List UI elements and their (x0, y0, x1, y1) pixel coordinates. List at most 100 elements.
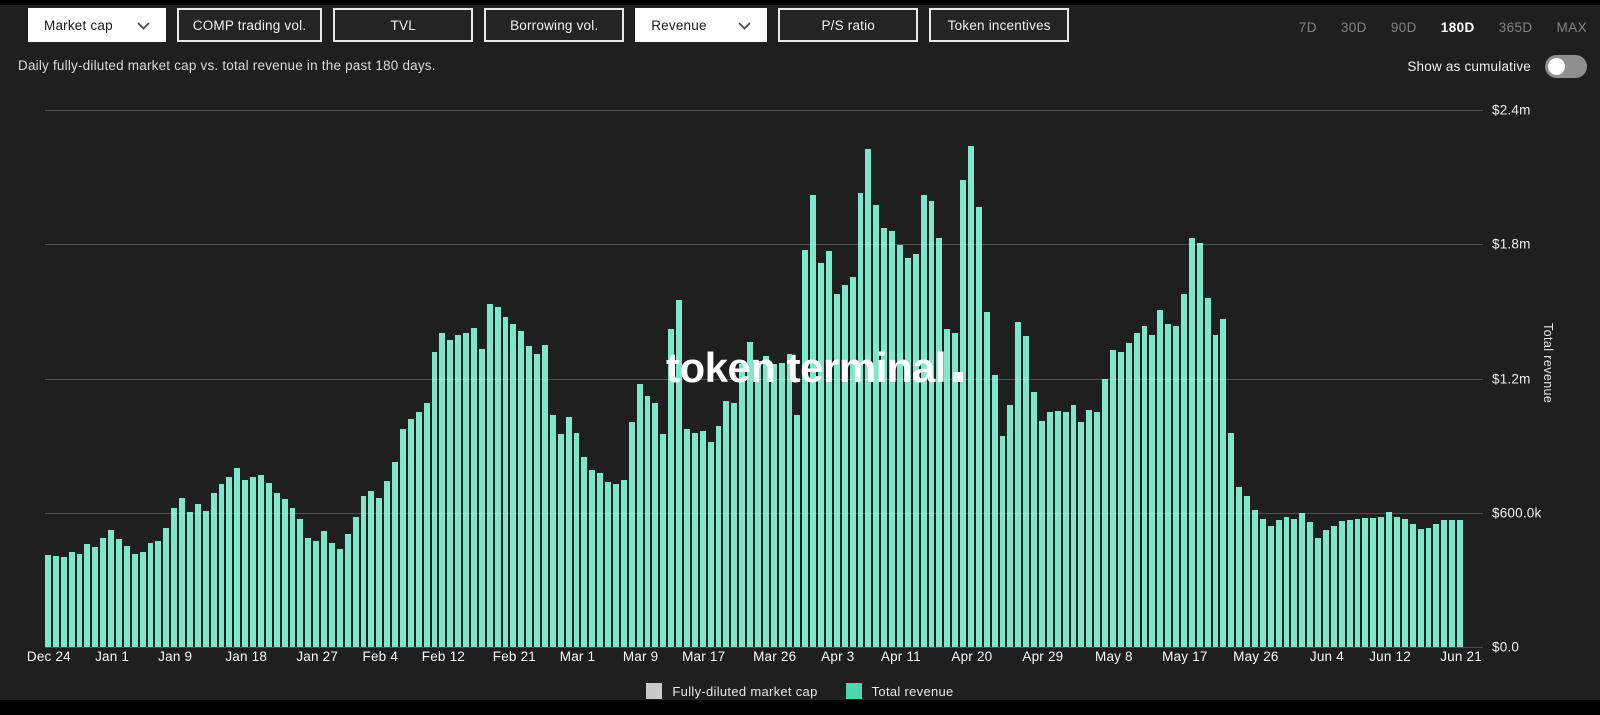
revenue-bar[interactable] (84, 543, 91, 647)
revenue-bar[interactable] (849, 276, 856, 647)
revenue-bar[interactable] (1228, 432, 1235, 647)
revenue-bar[interactable] (928, 200, 935, 647)
revenue-bar[interactable] (384, 481, 391, 647)
revenue-bar[interactable] (723, 401, 730, 647)
revenue-bar[interactable] (92, 547, 99, 647)
revenue-bar[interactable] (833, 294, 840, 647)
revenue-bar[interactable] (1259, 518, 1266, 647)
revenue-bar[interactable] (1086, 410, 1093, 647)
revenue-bar[interactable] (297, 518, 304, 647)
revenue-bar[interactable] (1417, 529, 1424, 647)
revenue-bar[interactable] (1141, 325, 1148, 647)
revenue-bar[interactable] (163, 527, 170, 647)
revenue-bar[interactable] (1425, 527, 1432, 647)
range-button-30d[interactable]: 30D (1340, 20, 1367, 35)
revenue-bar[interactable] (818, 262, 824, 647)
revenue-bar[interactable] (755, 360, 761, 647)
range-button-90d[interactable]: 90D (1390, 20, 1417, 35)
revenue-bar[interactable] (455, 334, 462, 647)
revenue-bar[interactable] (1449, 519, 1456, 647)
revenue-bar[interactable] (762, 355, 769, 647)
revenue-bar[interactable] (794, 415, 801, 647)
revenue-bar[interactable] (889, 231, 895, 647)
revenue-bar[interactable] (1102, 378, 1108, 647)
revenue-bar[interactable] (447, 339, 454, 647)
revenue-bar[interactable] (684, 429, 690, 647)
revenue-bar[interactable] (1323, 530, 1329, 647)
revenue-bar[interactable] (226, 476, 233, 647)
revenue-bar[interactable] (210, 492, 217, 647)
revenue-bar[interactable] (1054, 411, 1061, 647)
revenue-bar[interactable] (321, 530, 327, 647)
revenue-bar[interactable] (1117, 352, 1124, 647)
revenue-bar[interactable] (1204, 297, 1211, 647)
revenue-bar[interactable] (565, 417, 572, 647)
revenue-bar[interactable] (400, 429, 406, 647)
revenue-bar[interactable] (407, 418, 414, 647)
revenue-bar[interactable] (45, 555, 51, 647)
metric-button-market-cap[interactable]: Market cap (28, 8, 166, 42)
revenue-bar[interactable] (313, 540, 320, 647)
revenue-bar[interactable] (242, 480, 249, 647)
revenue-bar[interactable] (139, 551, 146, 647)
revenue-bar[interactable] (76, 553, 83, 647)
revenue-bar[interactable] (652, 402, 659, 647)
revenue-bar[interactable] (305, 538, 312, 647)
revenue-bar[interactable] (1307, 522, 1314, 647)
revenue-bar[interactable] (826, 250, 832, 647)
revenue-bar[interactable] (131, 553, 138, 647)
revenue-bar[interactable] (691, 432, 698, 647)
revenue-bar[interactable] (1023, 336, 1030, 647)
revenue-bar[interactable] (573, 432, 580, 647)
revenue-bar[interactable] (1244, 496, 1250, 647)
revenue-bar[interactable] (778, 362, 785, 647)
revenue-bar[interactable] (1378, 517, 1385, 647)
revenue-bar[interactable] (715, 425, 722, 647)
revenue-bar[interactable] (534, 353, 540, 647)
revenue-bar[interactable] (1125, 343, 1132, 647)
revenue-bar[interactable] (502, 317, 509, 647)
revenue-bar[interactable] (1196, 243, 1203, 647)
revenue-bar[interactable] (881, 227, 888, 647)
revenue-bar[interactable] (549, 415, 556, 647)
revenue-bar[interactable] (1220, 318, 1227, 647)
revenue-bar[interactable] (999, 436, 1006, 647)
revenue-bar[interactable] (155, 541, 162, 647)
revenue-bar[interactable] (202, 510, 209, 647)
revenue-bar[interactable] (439, 332, 446, 647)
revenue-bar[interactable] (770, 364, 777, 647)
revenue-bar[interactable] (1188, 238, 1195, 647)
revenue-bar[interactable] (329, 543, 335, 647)
revenue-bar[interactable] (1078, 422, 1085, 647)
revenue-bar[interactable] (1338, 521, 1345, 647)
revenue-bar[interactable] (171, 508, 178, 647)
revenue-bar[interactable] (100, 538, 107, 647)
revenue-bar[interactable] (747, 341, 753, 647)
revenue-bar[interactable] (952, 332, 959, 647)
range-button-365d[interactable]: 365D (1498, 20, 1533, 35)
revenue-bar[interactable] (1039, 420, 1045, 647)
revenue-bar[interactable] (1149, 334, 1156, 647)
revenue-bar[interactable] (1157, 310, 1164, 647)
revenue-bar[interactable] (1046, 411, 1053, 647)
revenue-bar[interactable] (739, 364, 746, 647)
revenue-bar[interactable] (699, 431, 706, 647)
metric-button-token-incentives[interactable]: Token incentives (929, 8, 1070, 42)
revenue-bar[interactable] (968, 146, 974, 647)
revenue-bar[interactable] (108, 529, 114, 647)
revenue-bar[interactable] (810, 195, 817, 647)
revenue-bar[interactable] (644, 396, 651, 647)
revenue-bar[interactable] (1165, 324, 1172, 647)
revenue-bar[interactable] (486, 303, 493, 647)
revenue-bar[interactable] (344, 533, 351, 647)
revenue-bar[interactable] (60, 556, 67, 647)
revenue-bar[interactable] (510, 324, 517, 647)
revenue-bar[interactable] (944, 329, 951, 647)
revenue-bar[interactable] (265, 482, 272, 647)
revenue-bar[interactable] (865, 148, 872, 647)
revenue-bar[interactable] (1409, 523, 1416, 647)
revenue-bar[interactable] (1212, 334, 1219, 647)
revenue-bar[interactable] (960, 179, 966, 647)
revenue-bar[interactable] (392, 462, 398, 647)
revenue-bar[interactable] (707, 441, 714, 647)
